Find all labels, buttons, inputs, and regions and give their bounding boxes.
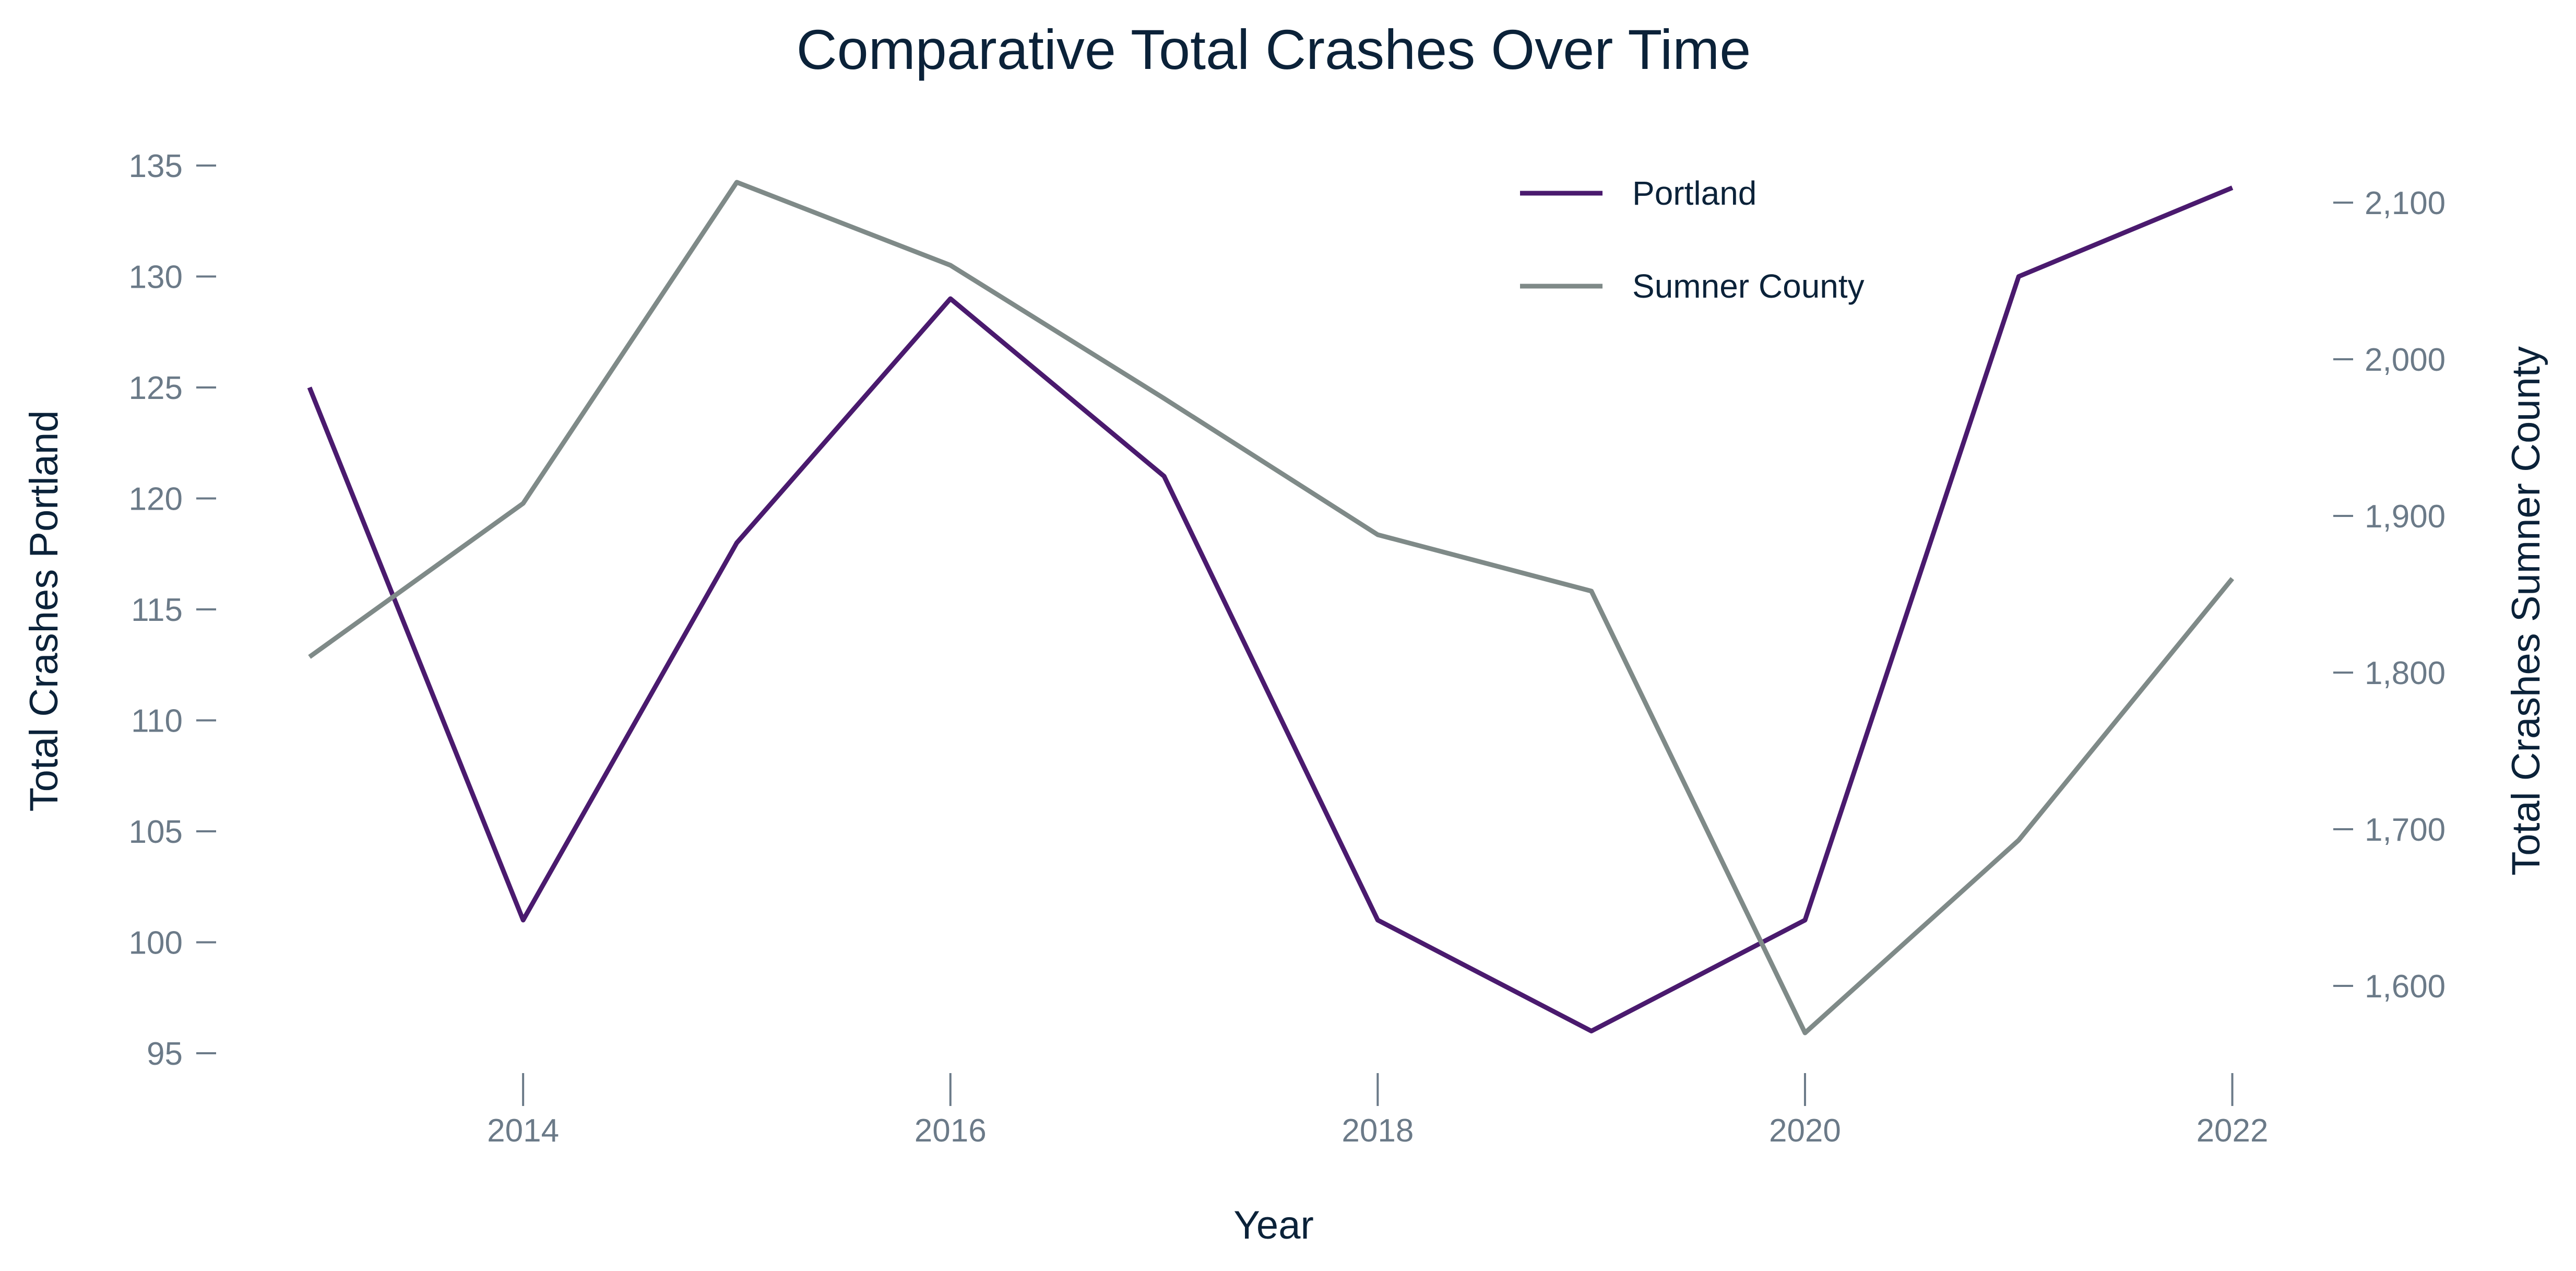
right-tick-label: 1,700 <box>2365 812 2446 848</box>
right-tick-label: 1,800 <box>2365 655 2446 691</box>
legend: Portland Sumner County <box>1520 174 1865 305</box>
x-axis: 2014 2016 2018 2020 2022 <box>487 1073 2269 1149</box>
x-tick-label: 2014 <box>487 1113 559 1149</box>
right-tick-label: 2,000 <box>2365 342 2446 378</box>
x-tick-label: 2022 <box>2197 1113 2269 1149</box>
left-tick-label: 125 <box>129 370 183 406</box>
right-tick-label: 2,100 <box>2365 185 2446 221</box>
left-tick-label: 115 <box>131 592 183 628</box>
series-line-sumner-county <box>308 180 2235 1035</box>
left-tick-label: 105 <box>129 814 183 850</box>
series-layer <box>307 180 2235 1035</box>
left-tick-label: 120 <box>129 481 183 517</box>
x-tick-label: 2020 <box>1769 1113 1841 1149</box>
series-line-portland <box>307 185 2234 1033</box>
legend-label-sumner-county: Sumner County <box>1632 267 1865 305</box>
chart-title: Comparative Total Crashes Over Time <box>797 18 1751 81</box>
right-y-axis: 1,600 1,700 1,800 1,900 2,000 2,100 <box>2333 185 2446 1005</box>
left-tick-label: 95 <box>147 1036 183 1072</box>
left-tick-label: 110 <box>131 703 183 739</box>
left-tick-label: 100 <box>129 925 183 961</box>
x-tick-label: 2016 <box>915 1113 987 1149</box>
right-tick-label: 1,600 <box>2365 969 2446 1005</box>
left-y-axis-title: Total Crashes Portland <box>22 410 66 812</box>
right-tick-label: 1,900 <box>2365 499 2446 535</box>
left-tick-label: 130 <box>129 260 183 296</box>
left-y-axis: 95 100 105 110 115 120 125 130 135 <box>129 148 216 1072</box>
x-axis-title: Year <box>1233 1203 1314 1248</box>
left-tick-label: 135 <box>129 148 183 184</box>
legend-label-portland: Portland <box>1632 174 1756 212</box>
right-y-axis-title: Total Crashes Sumner County <box>2504 346 2548 876</box>
x-tick-label: 2018 <box>1342 1113 1414 1149</box>
